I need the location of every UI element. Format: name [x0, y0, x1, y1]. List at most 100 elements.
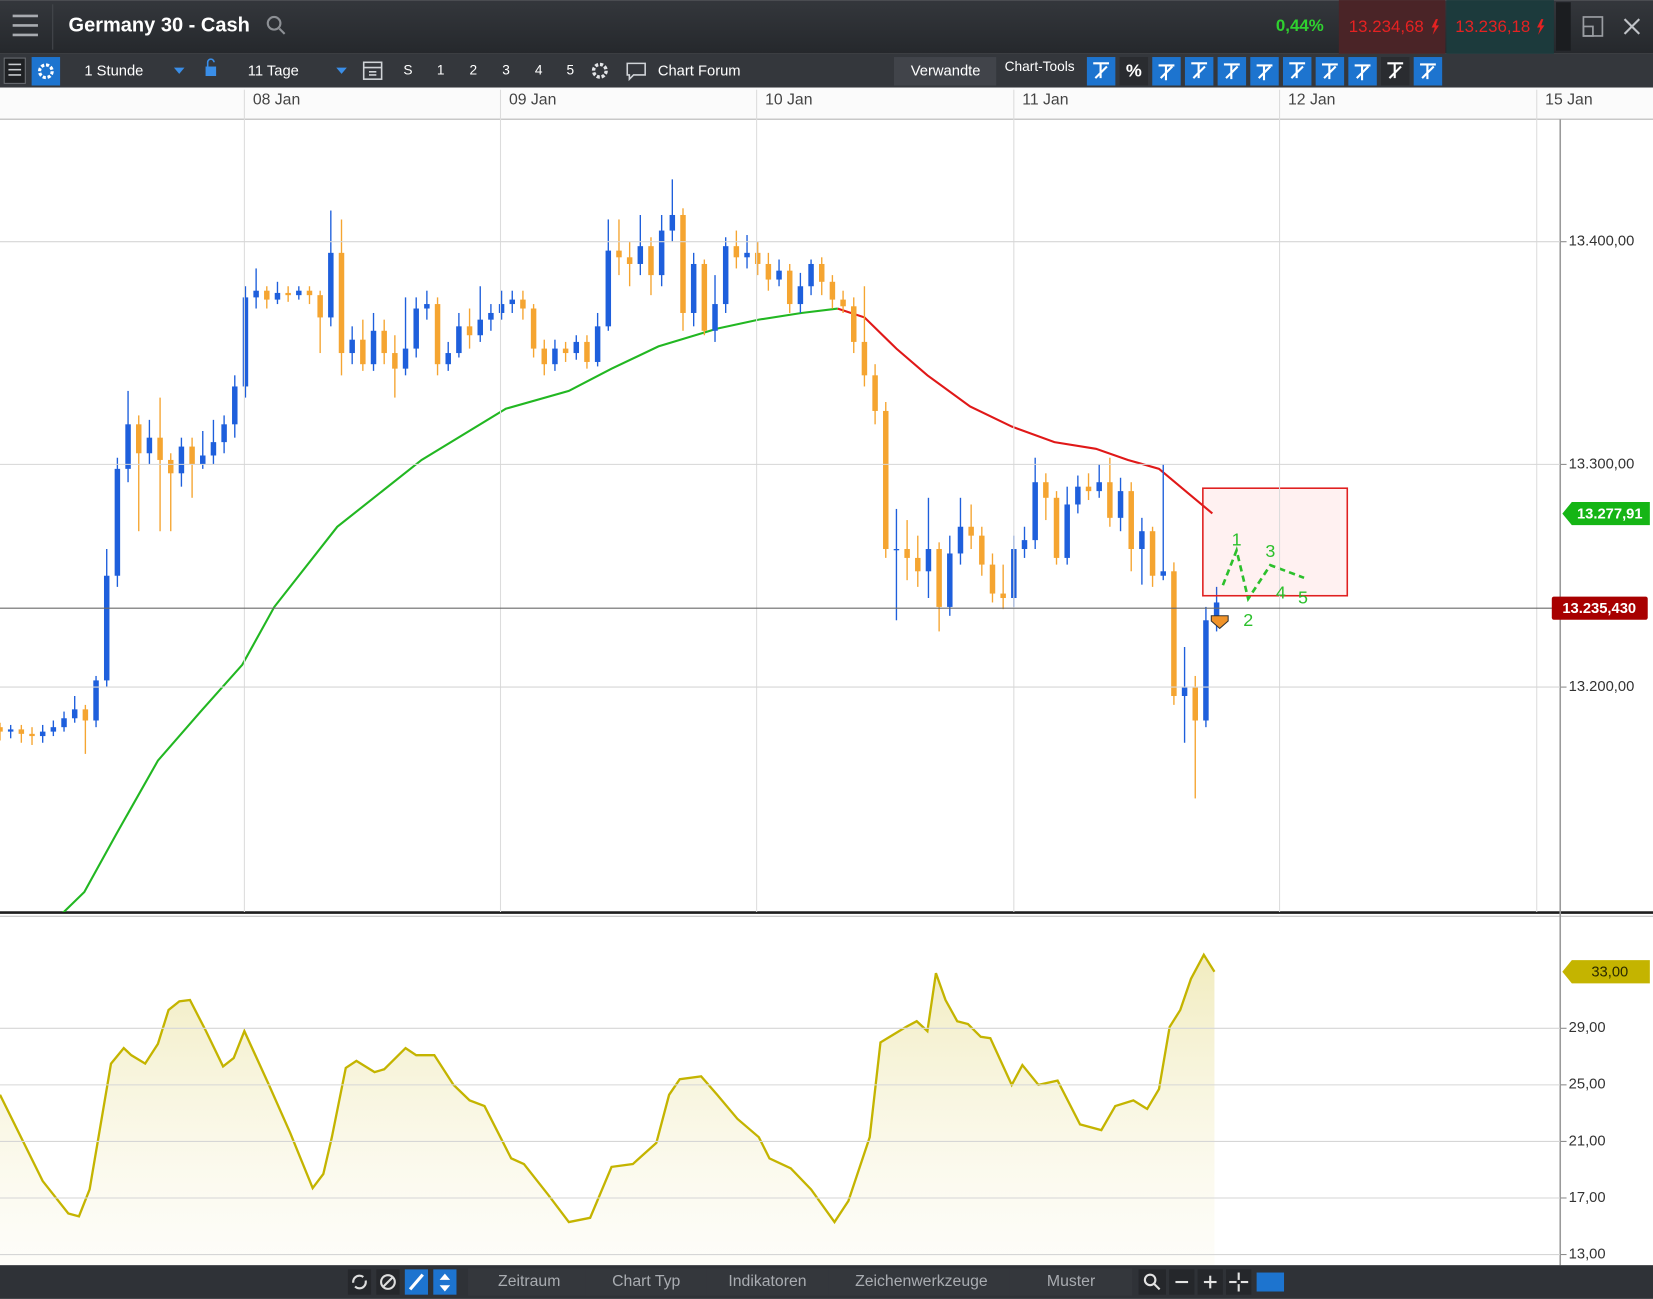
candle-body [690, 263, 697, 313]
draw-icon[interactable] [404, 1269, 429, 1295]
candle-body [7, 729, 14, 732]
candle-body [392, 353, 398, 369]
candle-body [829, 281, 836, 300]
refresh-icon[interactable] [347, 1269, 372, 1295]
wave-pattern[interactable] [1221, 546, 1305, 603]
order-marker[interactable] [1210, 615, 1229, 630]
target-zone[interactable] [1202, 487, 1349, 597]
candle-body [936, 549, 942, 607]
settings-button[interactable] [31, 57, 61, 86]
candle-body [434, 304, 441, 365]
search-icon[interactable] [266, 15, 286, 35]
toolbar-button[interactable]: 5 [567, 62, 575, 77]
candle-body [1064, 504, 1070, 558]
toolbar-button[interactable]: 1 [437, 62, 445, 77]
candle-body [861, 341, 868, 376]
candle-body [210, 442, 217, 456]
candle-body [1213, 602, 1220, 621]
chart-forum[interactable]: Chart Forum [658, 64, 741, 80]
tool-glyph [1158, 64, 1175, 81]
tool-glyph [1256, 64, 1273, 81]
tab[interactable] [828, 1268, 1015, 1296]
candle-body [82, 709, 89, 721]
candle-body [1053, 497, 1060, 558]
percent-tool[interactable]: % [1126, 61, 1142, 81]
wave-label: 5 [1298, 588, 1308, 608]
candle-body [818, 263, 825, 282]
change-percent: 0,44% [1276, 16, 1324, 35]
candle-body [1096, 482, 1102, 492]
scroll-icon[interactable] [433, 1269, 457, 1295]
forum-icon[interactable] [626, 62, 646, 82]
candle-body [765, 263, 772, 280]
scrollbar [1556, 2, 1571, 51]
candle-body [1000, 593, 1006, 599]
candle-body [957, 526, 964, 554]
value-tag [1562, 501, 1650, 526]
chart-tool-button[interactable] [1119, 57, 1149, 86]
toolbar-button[interactable]: S [403, 62, 412, 77]
interval-select[interactable]: 1 Stunde [84, 64, 143, 80]
value-tag-label: 13.277,91 [1577, 507, 1643, 523]
price-chart [0, 179, 1349, 912]
tool-glyph [1420, 63, 1436, 80]
toolbar-button[interactable]: 2 [470, 62, 478, 77]
candle-body [915, 557, 921, 572]
tab[interactable] [468, 1268, 591, 1296]
candle-body [200, 455, 206, 465]
candle-body [157, 437, 163, 460]
y-tick-label: 17,00 [1569, 1190, 1606, 1206]
candle-body [306, 290, 313, 296]
related-button[interactable] [893, 57, 997, 86]
candle-body [135, 424, 142, 454]
x-tick-label: 11 Jan [1022, 91, 1068, 108]
y-tick-label: 21,00 [1569, 1133, 1606, 1149]
candle-body [744, 252, 750, 258]
tab-label: Chart Typ [612, 1273, 680, 1290]
candle-body [1117, 491, 1124, 518]
range-select[interactable]: 11 Tage [248, 64, 299, 80]
y-tick-label: 29,00 [1569, 1020, 1606, 1036]
candle-body [840, 299, 846, 307]
candle-body [530, 308, 537, 349]
candle-body [637, 246, 644, 264]
candle-body [93, 680, 99, 721]
candle-body [103, 575, 110, 681]
candle-body [1043, 482, 1049, 498]
window-icon[interactable] [1582, 16, 1604, 37]
tab[interactable] [585, 1268, 708, 1296]
candle-body [39, 731, 46, 737]
y-tick-label: 13.200,00 [1569, 679, 1635, 695]
date-axis [0, 87, 1653, 120]
toolbar-button[interactable]: 4 [535, 62, 543, 77]
tool-glyph [1191, 62, 1208, 79]
candle-body [584, 341, 590, 362]
tab[interactable] [706, 1268, 829, 1296]
tab[interactable] [1009, 1268, 1133, 1296]
candle-body [1085, 486, 1092, 492]
candle-body [680, 214, 686, 313]
candle-body [776, 270, 782, 280]
tool-glyph [1354, 64, 1371, 81]
toolbar-button[interactable]: 3 [502, 62, 510, 77]
candle-body [50, 727, 57, 732]
candle-body [626, 257, 633, 264]
ask-box[interactable] [1446, 0, 1554, 54]
candle-body [520, 299, 526, 309]
settings-icon[interactable] [591, 62, 608, 79]
candle-body [1181, 687, 1188, 696]
candle-body [701, 263, 708, 331]
bid-box[interactable] [1338, 0, 1446, 54]
candle-body [1160, 571, 1166, 576]
zoom-tools[interactable] [1138, 1269, 1285, 1295]
candle-body [733, 246, 740, 258]
bid-arrow [1431, 19, 1439, 35]
menu-icon[interactable] [12, 14, 38, 37]
reset-icon[interactable] [376, 1269, 400, 1295]
lock-icon[interactable] [205, 66, 217, 77]
candle-body [883, 410, 889, 550]
calendar-icon[interactable] [362, 61, 383, 80]
panel-button[interactable] [3, 57, 26, 84]
close-icon[interactable] [1623, 18, 1641, 35]
candle-body [605, 250, 612, 327]
